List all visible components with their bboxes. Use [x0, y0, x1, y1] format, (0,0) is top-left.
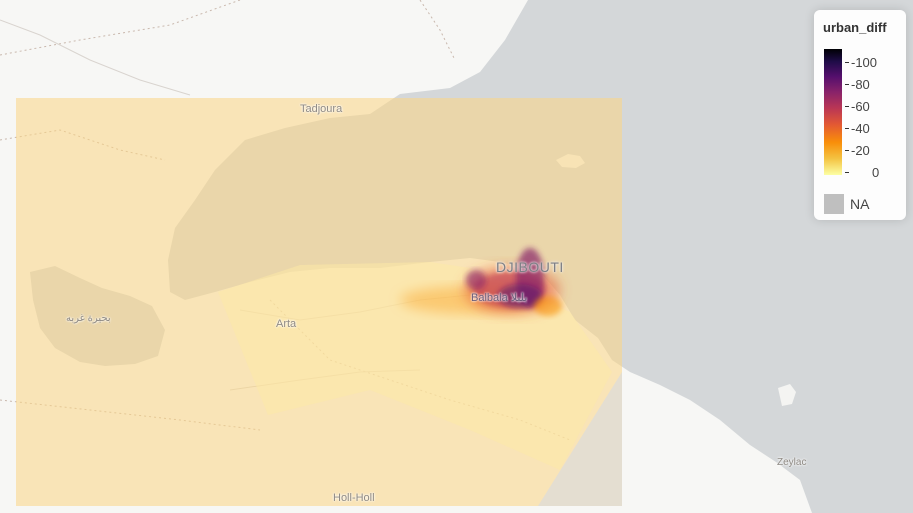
legend-title: urban_diff	[823, 20, 887, 35]
legend-tick	[845, 106, 849, 107]
legend-tick	[845, 128, 849, 129]
urban-diff-hotspot	[400, 248, 562, 316]
legend-colorbar	[824, 49, 842, 175]
legend-tick	[845, 172, 849, 173]
label-holl-holl: Holl-Holl	[333, 492, 375, 504]
legend-tick-label: -60	[851, 99, 870, 114]
legend-tick-label: -40	[851, 121, 870, 136]
legend-tick-label: -100	[851, 55, 878, 70]
label-zeylac: Zeylac	[777, 457, 807, 468]
raster-band	[218, 262, 612, 470]
legend-tick	[845, 62, 849, 63]
label-tadjoura: Tadjoura	[300, 103, 343, 115]
legend-tick-label: -20	[851, 143, 870, 158]
label-arta: Arta	[276, 318, 297, 330]
label-lake-assal: بحيرة غربه	[66, 313, 111, 324]
legend-tick-label: -80	[851, 77, 870, 92]
label-djibouti: DJIBOUTI	[496, 259, 564, 275]
legend-panel: urban_diff -100 -80 -60 -40 -20 0 NA	[814, 10, 906, 220]
legend-tick	[845, 150, 849, 151]
raster-nodata-corner	[538, 372, 622, 506]
legend-na-label: NA	[850, 196, 870, 212]
legend-tick	[845, 84, 849, 85]
legend-tick-label: 0	[872, 165, 880, 180]
label-balbala: Balbala بلبلا	[471, 292, 528, 304]
legend-na-swatch	[824, 194, 844, 214]
island-small	[778, 384, 796, 406]
